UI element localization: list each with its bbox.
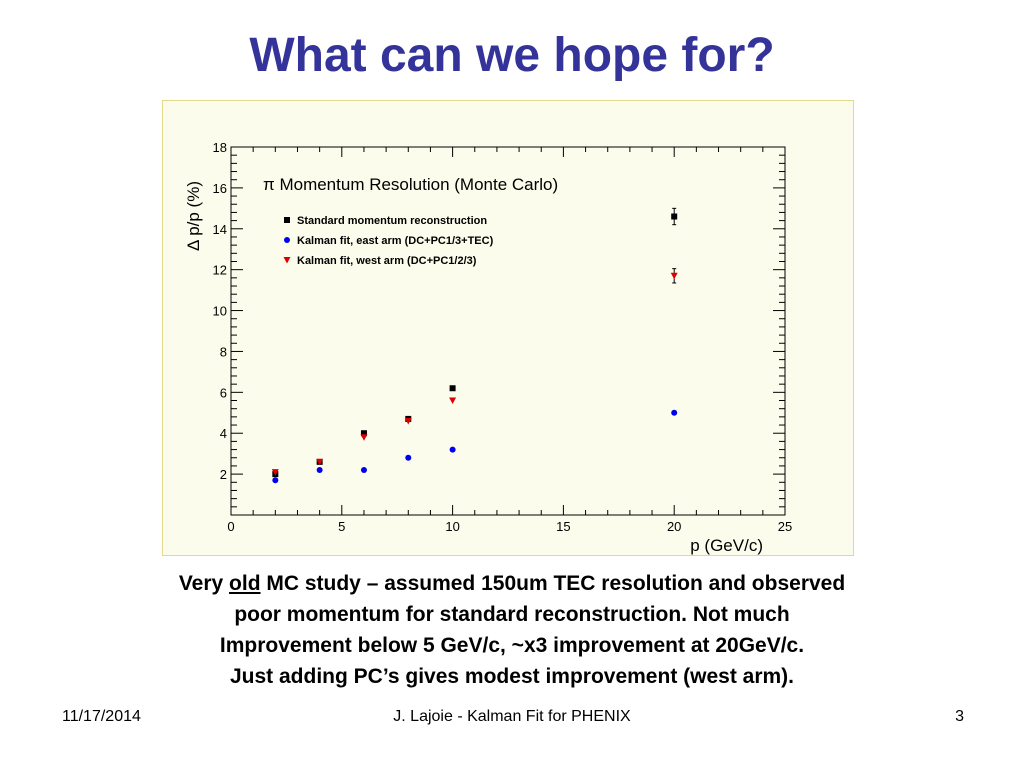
caption-line-1: Very old MC study – assumed 150um TEC re… [0, 568, 1024, 599]
x-tick-label: 0 [227, 519, 234, 534]
data-point-series-2 [316, 467, 323, 474]
data-point-series-3 [316, 458, 324, 466]
data-point-series-1 [449, 385, 456, 392]
legend-marker [284, 217, 290, 223]
data-point-series-3 [271, 469, 279, 476]
caption-line-3: Improvement below 5 GeV/c, ~x3 improveme… [219, 634, 805, 657]
legend-marker [283, 257, 291, 264]
caption-line-2: poor momentum for standard reconstructio… [234, 603, 790, 626]
x-tick-label: 25 [778, 519, 792, 534]
y-tick-label: 18 [213, 140, 227, 155]
data-point-series-2 [449, 446, 456, 453]
y-axis-title: Δ p/p (%) [184, 181, 203, 251]
y-tick-label: 4 [220, 426, 227, 441]
data-point-series-3 [670, 272, 678, 280]
chart-title: π Momentum Resolution (Monte Carlo) [263, 175, 558, 194]
momentum-resolution-chart: 0 5 10 15 20 25 2 4 6 8 10 12 14 16 18 p (GeV/c) Δ p/p (… [184, 140, 792, 555]
caption-line-1-prefix: Very [178, 572, 230, 595]
data-point-series-2 [272, 477, 279, 484]
x-tick-label: 20 [667, 519, 681, 534]
footer-page-number: 3 [955, 708, 964, 725]
legend-label: Standard momentum reconstruction [297, 215, 487, 227]
plot-frame: 0 5 10 15 20 25 2 4 6 8 10 12 14 16 18 p (GeV/c) Δ p/p (… [162, 100, 854, 556]
x-tick-label: 15 [556, 519, 570, 534]
x-tick-label: 10 [445, 519, 459, 534]
x-axis-title: p (GeV/c) [690, 536, 763, 555]
data-point-series-1 [671, 213, 678, 220]
legend-marker [284, 237, 290, 243]
legend-label: Kalman fit, west arm (DC+PC1/2/3) [297, 255, 477, 267]
caption-old-word: old [229, 572, 261, 595]
data-point-series-3 [449, 397, 457, 405]
legend-label: Kalman fit, east arm (DC+PC1/3+TEC) [297, 235, 494, 247]
caption: Very old MC study – assumed 150um TEC re… [0, 568, 1024, 692]
data-point-series-2 [671, 409, 678, 416]
y-tick-label: 10 [213, 304, 227, 319]
y-tick-label: 16 [213, 181, 227, 196]
footer-author: J. Lajoie - Kalman Fit for PHENIX [393, 708, 631, 725]
caption-line-4: Just adding PC’s gives modest improvemen… [229, 665, 795, 688]
data-point-series-3 [404, 417, 412, 425]
y-tick-label: 12 [213, 263, 227, 278]
slide-title: What can we hope for? [249, 29, 775, 82]
y-tick-label: 14 [213, 222, 227, 237]
y-tick-label: 8 [220, 344, 227, 359]
data-point-series-2 [405, 454, 412, 461]
data-point-series-2 [360, 467, 367, 474]
data-point-series-3 [360, 434, 368, 441]
plot-area-frame [230, 146, 786, 516]
footer-date: 11/17/2014 [62, 708, 141, 725]
y-tick-label: 2 [220, 467, 227, 482]
caption-line-1-suffix: MC study – assumed 150um TEC resolution … [260, 572, 846, 595]
x-tick-label: 5 [338, 519, 345, 534]
data-point-series-1 [360, 430, 367, 437]
y-tick-label: 6 [220, 385, 227, 400]
